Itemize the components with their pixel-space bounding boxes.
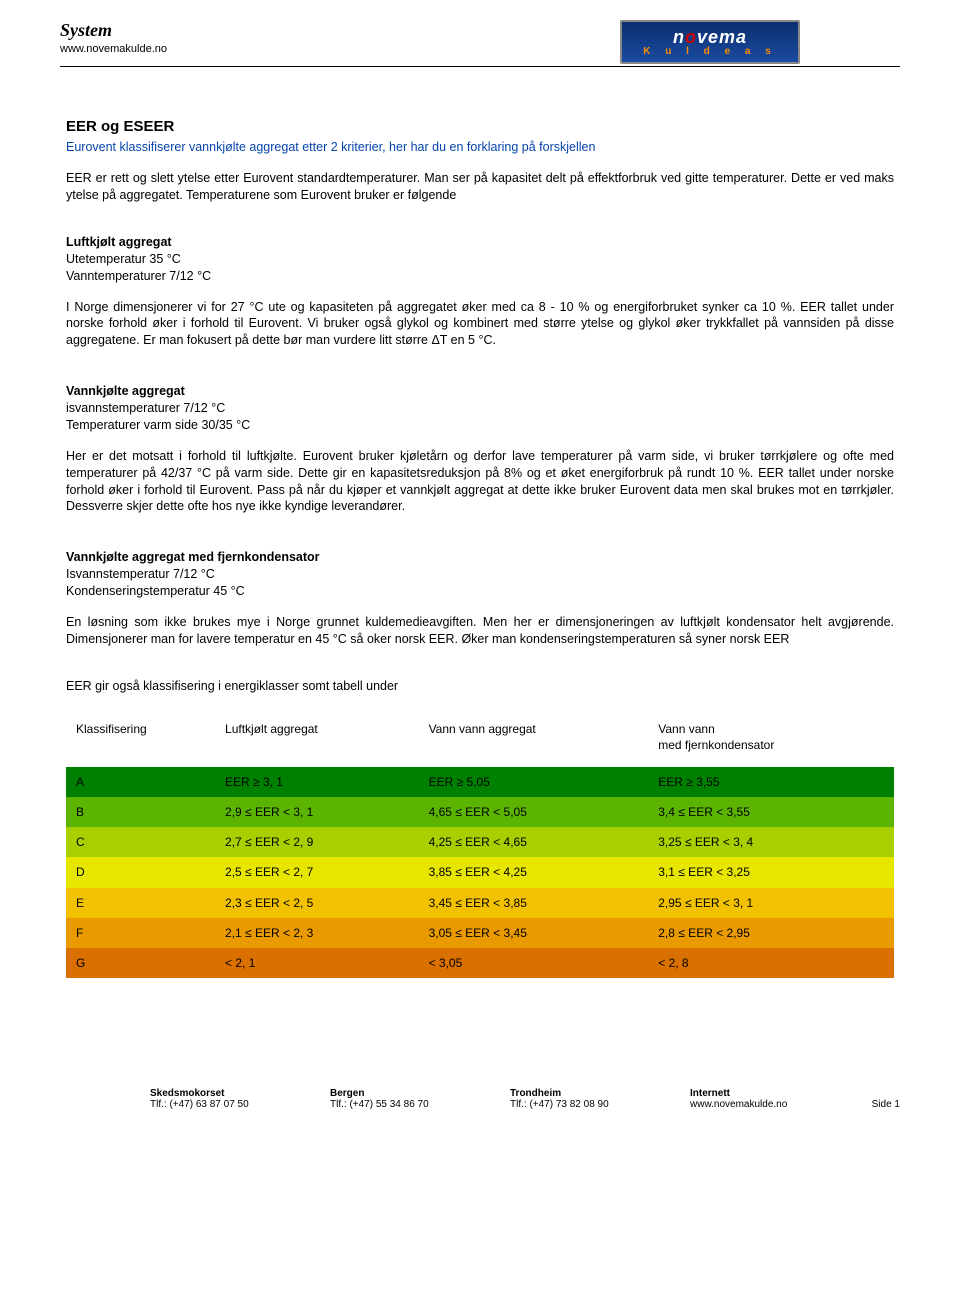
table-cell: 3,45 ≤ EER < 3,85 xyxy=(419,888,649,918)
table-cell: 2,3 ≤ EER < 2, 5 xyxy=(215,888,419,918)
table-cell: < 2, 1 xyxy=(215,948,419,978)
table-cell: 2,1 ≤ EER < 2, 3 xyxy=(215,918,419,948)
footer-loc: Internett xyxy=(690,1088,830,1099)
section1-title: Luftkjølt aggregat xyxy=(66,234,894,251)
section2-line1: isvannstemperaturer 7/12 °C xyxy=(66,400,894,417)
section3-title: Vannkjølte aggregat med fjernkondensator xyxy=(66,549,894,566)
footer-loc: Bergen xyxy=(330,1088,470,1099)
header-url: www.novemakulde.no xyxy=(60,43,167,55)
footer-phone: Tlf.: (+47) 55 34 86 70 xyxy=(330,1099,470,1110)
table-cell: 2,8 ≤ EER < 2,95 xyxy=(648,918,894,948)
logo-text-pre: n xyxy=(673,27,685,47)
table-cell: F xyxy=(66,918,215,948)
intro-blue-text: Eurovent klassifiserer vannkjølte aggreg… xyxy=(66,139,894,156)
table-cell: 3,1 ≤ EER < 3,25 xyxy=(648,857,894,887)
table-header: Vann vannmed fjernkondensator xyxy=(648,713,894,767)
section2-body: Her er det motsatt i forhold til luftkjø… xyxy=(66,448,894,516)
table-cell: 2,7 ≤ EER < 2, 9 xyxy=(215,827,419,857)
section1-body: I Norge dimensjonerer vi for 27 °C ute o… xyxy=(66,299,894,350)
table-cell: 2,9 ≤ EER < 3, 1 xyxy=(215,797,419,827)
table-cell: 4,65 ≤ EER < 5,05 xyxy=(419,797,649,827)
table-row: AEER ≥ 3, 1EER ≥ 5,05EER ≥ 3,55 xyxy=(66,767,894,797)
doc-title: EER og ESEER xyxy=(66,117,894,137)
table-row: E2,3 ≤ EER < 2, 53,45 ≤ EER < 3,852,95 ≤… xyxy=(66,888,894,918)
table-header: Luftkjølt aggregat xyxy=(215,713,419,767)
table-cell: 3,4 ≤ EER < 3,55 xyxy=(648,797,894,827)
table-cell: EER ≥ 3,55 xyxy=(648,767,894,797)
footer-column: Internettwww.novemakulde.no xyxy=(690,1088,830,1110)
table-cell: EER ≥ 3, 1 xyxy=(215,767,419,797)
page-number: Side 1 xyxy=(872,1099,900,1110)
section3-line2: Kondenseringstemperatur 45 °C xyxy=(66,583,894,600)
table-cell: B xyxy=(66,797,215,827)
table-cell: A xyxy=(66,767,215,797)
intro-paragraph: EER er rett og slett ytelse etter Eurove… xyxy=(66,170,894,204)
footer-column: TrondheimTlf.: (+47) 73 82 08 90 xyxy=(510,1088,650,1110)
footer-phone: www.novemakulde.no xyxy=(690,1099,830,1110)
table-cell: G xyxy=(66,948,215,978)
section1-line1: Utetemperatur 35 °C xyxy=(66,251,894,268)
table-header: Klassifisering xyxy=(66,713,215,767)
table-cell: < 3,05 xyxy=(419,948,649,978)
table-cell: D xyxy=(66,857,215,887)
table-cell: E xyxy=(66,888,215,918)
table-cell: 2,5 ≤ EER < 2, 7 xyxy=(215,857,419,887)
footer-column: SkedsmokorsetTlf.: (+47) 63 87 07 50 xyxy=(150,1088,290,1110)
table-cell: 3,85 ≤ EER < 4,25 xyxy=(419,857,649,887)
page-footer: SkedsmokorsetTlf.: (+47) 63 87 07 50 Berg… xyxy=(0,1088,960,1116)
table-cell: 2,95 ≤ EER < 3, 1 xyxy=(648,888,894,918)
table-row: F2,1 ≤ EER < 2, 33,05 ≤ EER < 3,452,8 ≤ … xyxy=(66,918,894,948)
system-title: System xyxy=(60,20,167,41)
energy-class-table: KlassifiseringLuftkjølt aggregatVann van… xyxy=(66,713,894,979)
table-intro: EER gir også klassifisering i energiklas… xyxy=(66,678,894,695)
logo-text-post: vema xyxy=(697,27,747,47)
table-cell: 3,05 ≤ EER < 3,45 xyxy=(419,918,649,948)
table-cell: < 2, 8 xyxy=(648,948,894,978)
footer-phone: Tlf.: (+47) 63 87 07 50 xyxy=(150,1099,290,1110)
table-cell: EER ≥ 5,05 xyxy=(419,767,649,797)
page-header: System www.novemakulde.no novema K u l d… xyxy=(60,20,900,67)
table-row: C2,7 ≤ EER < 2, 94,25 ≤ EER < 4,653,25 ≤… xyxy=(66,827,894,857)
section2-title: Vannkjølte aggregat xyxy=(66,383,894,400)
footer-loc: Skedsmokorset xyxy=(150,1088,290,1099)
footer-loc: Trondheim xyxy=(510,1088,650,1099)
section3-line1: Isvannstemperatur 7/12 °C xyxy=(66,566,894,583)
table-header: Vann vann aggregat xyxy=(419,713,649,767)
section2-line2: Temperaturer varm side 30/35 °C xyxy=(66,417,894,434)
table-cell: 3,25 ≤ EER < 3, 4 xyxy=(648,827,894,857)
table-row: B2,9 ≤ EER < 3, 14,65 ≤ EER < 5,053,4 ≤ … xyxy=(66,797,894,827)
footer-column: BergenTlf.: (+47) 55 34 86 70 xyxy=(330,1088,470,1110)
company-logo: novema K u l d e a s xyxy=(620,20,800,64)
document-body: EER og ESEER Eurovent klassifiserer vann… xyxy=(60,77,900,978)
table-cell: 4,25 ≤ EER < 4,65 xyxy=(419,827,649,857)
logo-subtitle: K u l d e a s xyxy=(643,46,777,57)
footer-phone: Tlf.: (+47) 73 82 08 90 xyxy=(510,1099,650,1110)
table-cell: C xyxy=(66,827,215,857)
section3-body: En løsning som ikke brukes mye i Norge g… xyxy=(66,614,894,648)
section1-line2: Vanntemperaturer 7/12 °C xyxy=(66,268,894,285)
table-row: G< 2, 1< 3,05< 2, 8 xyxy=(66,948,894,978)
logo-text-o: o xyxy=(685,27,697,47)
table-row: D2,5 ≤ EER < 2, 73,85 ≤ EER < 4,253,1 ≤ … xyxy=(66,857,894,887)
